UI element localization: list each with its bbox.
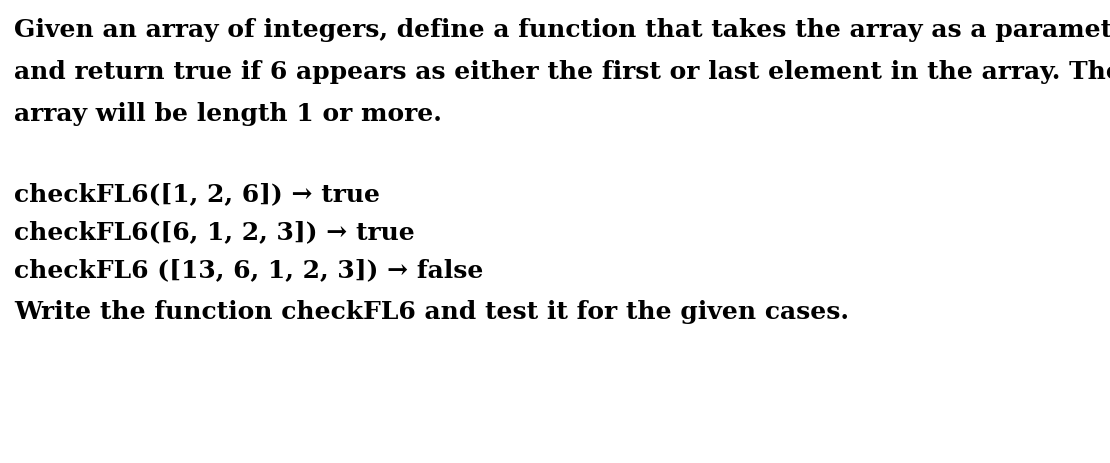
Text: array will be length 1 or more.: array will be length 1 or more. [14,102,442,126]
Text: Given an array of integers, define a function that takes the array as a paramete: Given an array of integers, define a fun… [14,18,1110,42]
Text: checkFL6([1, 2, 6]) → true: checkFL6([1, 2, 6]) → true [14,181,380,206]
Text: and return true if 6 appears as either the first or last element in the array. T: and return true if 6 appears as either t… [14,60,1110,84]
Text: Write the function checkFL6 and test it for the given cases.: Write the function checkFL6 and test it … [14,300,849,323]
Text: checkFL6([6, 1, 2, 3]) → true: checkFL6([6, 1, 2, 3]) → true [14,219,415,244]
Text: checkFL6 ([13, 6, 1, 2, 3]) → false: checkFL6 ([13, 6, 1, 2, 3]) → false [14,257,483,282]
